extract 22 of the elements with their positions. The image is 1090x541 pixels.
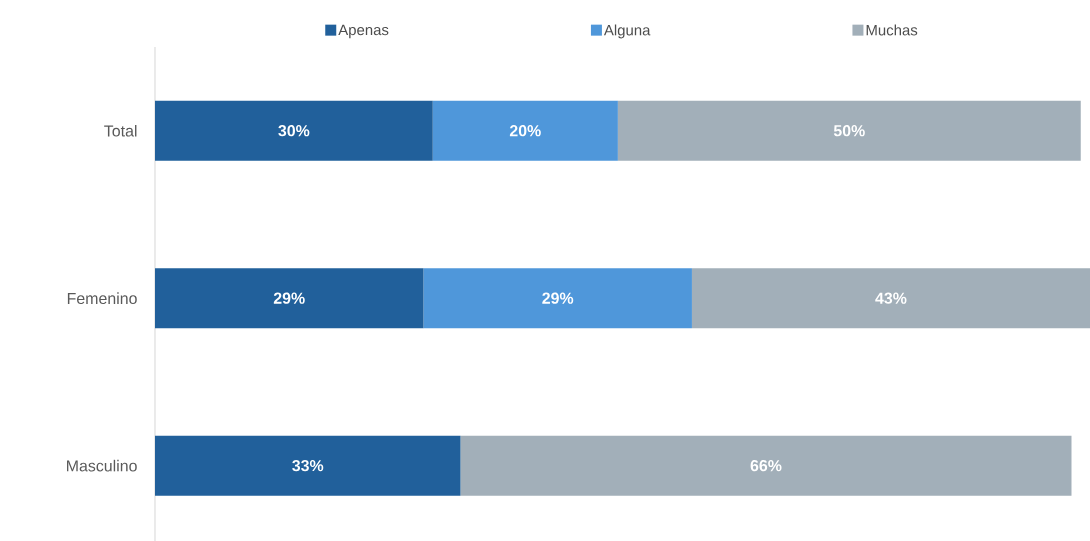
y-tick-label: Masculino [67, 459, 137, 472]
data-label: 66% [750, 460, 782, 472]
legend-label: Muchas [866, 24, 918, 36]
data-label: 30% [278, 125, 310, 137]
bar [617, 100, 1081, 161]
data-label: 33% [292, 459, 324, 472]
bar [460, 435, 1072, 496]
legend-label: Apenas [338, 24, 389, 39]
legend-label: Alguna [603, 24, 651, 39]
bar [691, 268, 1090, 329]
bar [423, 268, 692, 329]
data-label: 29% [542, 292, 574, 304]
bar [155, 268, 424, 329]
data-label: 20% [509, 125, 541, 137]
data-label: 29% [273, 292, 305, 304]
data-label: 43% [875, 292, 907, 304]
bar [155, 435, 461, 496]
y-tick-label: Femenino [67, 292, 137, 305]
data-label: 50% [833, 125, 865, 137]
bar [155, 100, 433, 161]
y-tick-label: Total [104, 124, 137, 137]
bar [432, 100, 618, 161]
